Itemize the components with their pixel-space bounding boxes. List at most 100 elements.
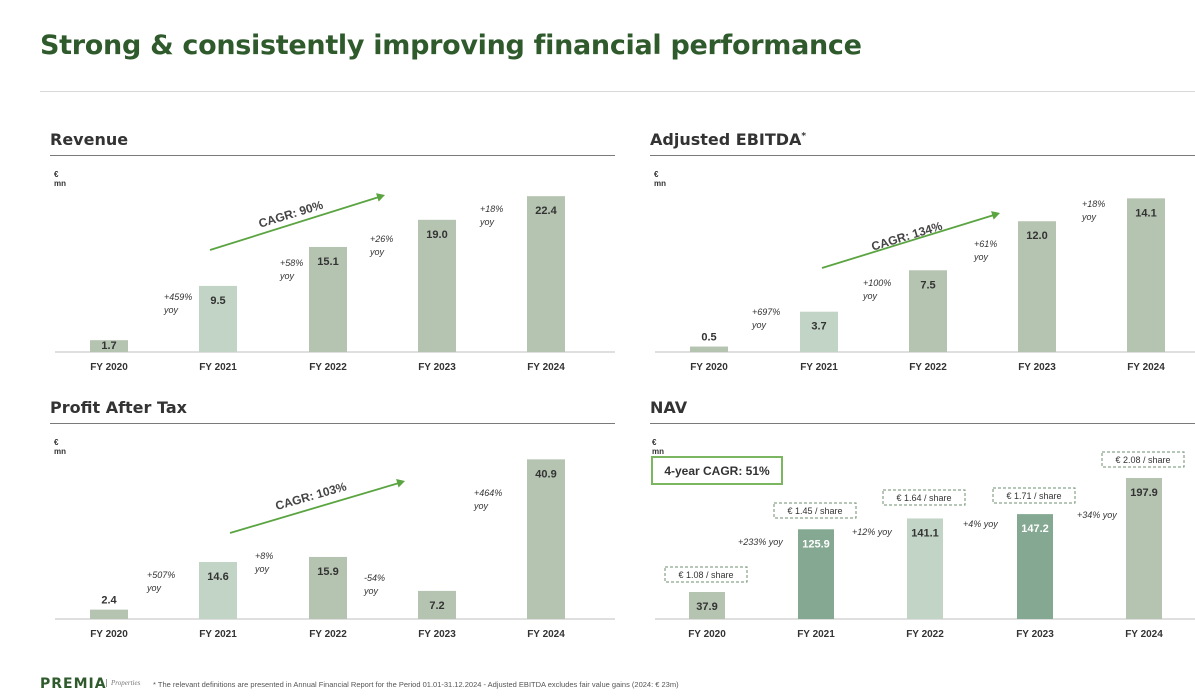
revenue-value-label: 22.4: [535, 205, 557, 217]
nav-per-share-label: € 1.71 / share: [1006, 491, 1061, 501]
revenue-value-label: 9.5: [210, 295, 225, 307]
pat-title: Profit After Tax: [50, 398, 187, 417]
ebitda-category-label: FY 2024: [1127, 362, 1165, 373]
pat-yoy-suffix: yoy: [254, 564, 270, 574]
nav-per-share-box: [664, 566, 748, 583]
nav-title: NAV: [650, 398, 688, 417]
nav-value-label: 141.1: [911, 527, 939, 539]
nav-value-label: 125.9: [802, 538, 830, 550]
pat-category-label: FY 2024: [527, 629, 565, 640]
nav-category-label: FY 2024: [1125, 629, 1163, 640]
revenue-category-label: FY 2024: [527, 362, 565, 373]
revenue-yoy-label: +459%: [164, 292, 192, 302]
revenue-yoy-label: +26%: [370, 234, 393, 244]
pat-value-label: 7.2: [429, 600, 444, 612]
ebitda-yoy-label: +61%: [974, 239, 997, 249]
revenue-bar: [418, 219, 456, 352]
revenue-cagr-arrow-head: [376, 193, 385, 202]
ebitda-value-label: 0.5: [701, 332, 716, 344]
ebitda-bar: [909, 270, 947, 352]
revenue-yoy-label: +58%: [280, 258, 303, 268]
pat-category-label: FY 2022: [309, 629, 347, 640]
ebitda-cagr-label: CAGR: 134%: [870, 219, 945, 254]
pat-category-label: FY 2020: [90, 629, 128, 640]
revenue-bar: [309, 246, 347, 352]
nav-per-share-label: € 1.45 / share: [787, 506, 842, 516]
pat-yoy-suffix: yoy: [473, 501, 489, 511]
revenue-bar: [199, 285, 237, 352]
title-divider: [40, 91, 1195, 92]
pat-cagr-label: CAGR: 103%: [274, 479, 349, 513]
premia-logo-sub: Properties: [106, 679, 140, 687]
pat-yoy-suffix: yoy: [146, 583, 162, 593]
revenue-bar: [527, 196, 565, 352]
pat-bar: [90, 609, 128, 619]
revenue-category-label: FY 2020: [90, 362, 128, 373]
nav-bar: [689, 591, 725, 619]
revenue-value-label: 19.0: [426, 229, 447, 241]
ebitda-title: Adjusted EBITDA*: [650, 130, 806, 149]
pat-yoy-suffix: yoy: [363, 586, 379, 596]
ebitda-unit: € mn: [654, 170, 666, 188]
nav-yoy-label: +233% yoy: [738, 537, 783, 547]
pat-value-label: 2.4: [101, 595, 117, 607]
nav-per-share-box: [882, 489, 966, 506]
revenue-yoy-suffix: yoy: [479, 217, 495, 227]
pat-title-rule: [50, 423, 615, 424]
ebitda-cagr-arrow-head: [991, 211, 1000, 220]
pat-category-label: FY 2021: [199, 629, 237, 640]
nav-unit: € mn: [652, 438, 664, 456]
revenue-yoy-suffix: yoy: [279, 271, 295, 281]
pat-cagr-arrow-line: [229, 482, 400, 534]
nav-per-share-label: € 1.08 / share: [678, 570, 733, 580]
nav-value-label: 37.9: [696, 601, 717, 613]
pat-value-label: 15.9: [317, 566, 338, 578]
nav-cagr-box: 4-year CAGR: 51%: [651, 456, 783, 485]
nav-per-share-box: [1101, 451, 1185, 468]
nav-value-label: 197.9: [1130, 487, 1158, 499]
page-title: Strong & consistently improving financia…: [40, 30, 862, 61]
revenue-unit: € mn: [54, 170, 66, 188]
revenue-yoy-label: +18%: [480, 204, 503, 214]
revenue-yoy-suffix: yoy: [163, 305, 179, 315]
nav-category-label: FY 2022: [906, 629, 944, 640]
ebitda-value-label: 3.7: [811, 321, 826, 333]
ebitda-yoy-label: +697%: [752, 307, 780, 317]
ebitda-bar: [1018, 221, 1056, 352]
ebitda-value-label: 14.1: [1135, 207, 1156, 219]
ebitda-yoy-label: +100%: [863, 278, 891, 288]
ebitda-title-rule: [650, 155, 1195, 156]
pat-unit: € mn: [54, 438, 66, 456]
ebitda-yoy-suffix: yoy: [751, 320, 767, 330]
nav-yoy-label: +4% yoy: [963, 519, 998, 529]
revenue-yoy-suffix: yoy: [369, 247, 385, 257]
revenue-cagr-label: CAGR: 90%: [257, 198, 325, 231]
revenue-title: Revenue: [50, 130, 129, 149]
ebitda-title-text: Adjusted EBITDA: [650, 130, 802, 149]
nav-title-rule: [650, 423, 1195, 424]
pat-bar: [199, 562, 237, 619]
revenue-cagr-arrow-line: [209, 196, 380, 251]
ebitda-bar: [1127, 198, 1165, 352]
ebitda-category-label: FY 2021: [800, 362, 838, 373]
nav-per-share-label: € 1.64 / share: [896, 493, 951, 503]
revenue-value-label: 15.1: [317, 256, 338, 268]
ebitda-category-label: FY 2020: [690, 362, 728, 373]
ebitda-value-label: 12.0: [1026, 230, 1047, 242]
pat-bar: [527, 459, 565, 619]
pat-bar: [418, 590, 456, 619]
ebitda-yoy-suffix: yoy: [862, 291, 878, 301]
premia-logo: PREMIA: [40, 676, 107, 692]
revenue-title-rule: [50, 155, 615, 156]
nav-per-share-box: [773, 502, 857, 519]
pat-value-label: 40.9: [535, 468, 556, 480]
nav-bar: [1017, 514, 1053, 619]
pat-value-label: 14.6: [207, 571, 228, 583]
nav-category-label: FY 2020: [688, 629, 726, 640]
revenue-category-label: FY 2021: [199, 362, 237, 373]
nav-yoy-label: +12% yoy: [852, 527, 892, 537]
pat-yoy-label: +8%: [255, 551, 273, 561]
pat-cagr-arrow-head: [396, 479, 405, 488]
ebitda-cagr-arrow-line: [821, 214, 995, 269]
